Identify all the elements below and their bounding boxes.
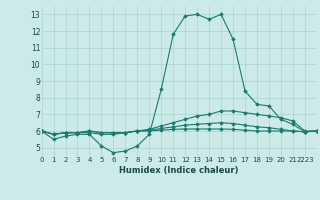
X-axis label: Humidex (Indice chaleur): Humidex (Indice chaleur) (119, 166, 239, 175)
